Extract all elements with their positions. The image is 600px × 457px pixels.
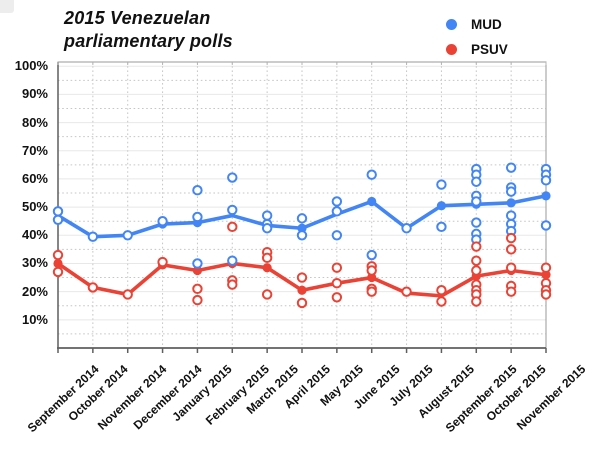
poll-point-mud	[87, 231, 99, 242]
poll-point-mud	[540, 175, 552, 186]
y-tick-label: 60%	[21, 170, 48, 186]
poll-point-psuv	[366, 265, 377, 276]
poll-point-psuv	[122, 289, 133, 300]
chart-title-line2: parliamentary polls	[64, 31, 233, 51]
chart-legend: MUD PSUV	[446, 12, 508, 62]
poll-point-mud	[192, 211, 203, 223]
y-tick-label: 90%	[21, 86, 48, 102]
poll-point-mud	[296, 230, 308, 241]
poll-point-mud	[192, 258, 203, 269]
poll-point-psuv	[436, 285, 447, 296]
poll-point-psuv	[505, 232, 517, 244]
poll-point-mud	[261, 223, 273, 234]
poll-point-mud	[505, 186, 517, 197]
trend-dot-mud	[436, 201, 447, 211]
trend-dot-psuv	[192, 265, 203, 276]
poll-point-mud	[471, 217, 482, 228]
legend-item-psuv: PSUV	[446, 37, 508, 62]
poll-point-psuv	[505, 286, 517, 297]
poll-point-mud	[331, 196, 343, 207]
poll-point-mud	[331, 206, 343, 217]
poll-point-psuv	[401, 286, 412, 297]
poll-point-mud	[52, 206, 64, 217]
poll-point-psuv	[296, 272, 308, 283]
poll-point-psuv	[192, 294, 203, 306]
poll-point-mud	[436, 179, 447, 190]
poll-point-mud	[157, 216, 168, 227]
poll-point-psuv	[540, 289, 552, 300]
poll-point-mud	[227, 204, 238, 216]
poll-point-mud	[122, 230, 133, 241]
mud-series-dot-icon	[446, 19, 457, 30]
y-tick-label: 20%	[21, 283, 48, 299]
trend-dot-psuv	[297, 285, 307, 295]
y-tick-label: 100%	[14, 58, 48, 74]
chart-title-line1: 2015 Venezuelan	[64, 8, 211, 28]
poll-point-mud	[505, 210, 517, 221]
y-tick-label: 40%	[21, 227, 48, 243]
trend-dot-mud	[297, 223, 307, 233]
y-tick-label: 70%	[21, 142, 48, 158]
poll-point-psuv	[366, 286, 377, 297]
poll-point-psuv	[471, 255, 482, 266]
y-tick-label: 80%	[21, 114, 48, 130]
trend-dot-psuv	[541, 270, 551, 280]
trend-dot-mud	[541, 191, 551, 201]
y-tick-label: 50%	[21, 199, 48, 215]
trend-dot-psuv	[367, 272, 377, 283]
poll-point-psuv	[261, 289, 273, 300]
y-tick-label: 10%	[21, 311, 48, 327]
poll-point-mud	[227, 255, 238, 266]
poll-point-psuv	[87, 282, 99, 293]
poll-point-mud	[366, 249, 377, 261]
poll-point-mud	[401, 223, 412, 234]
poll-point-psuv	[331, 292, 343, 303]
poll-point-mud	[366, 169, 377, 180]
y-tick-label: 30%	[21, 255, 48, 271]
trend-dot-psuv	[262, 263, 272, 273]
poll-point-psuv	[52, 266, 64, 278]
poll-point-psuv	[471, 265, 482, 276]
poll-point-psuv	[157, 256, 168, 268]
poll-point-psuv	[261, 252, 273, 264]
poll-point-mud	[471, 196, 482, 207]
poll-point-mud	[505, 162, 517, 173]
poll-point-mud	[52, 214, 64, 225]
poll-point-psuv	[471, 296, 482, 307]
trend-dot-mud	[506, 198, 516, 208]
poll-point-psuv	[296, 297, 308, 309]
legend-label-mud: MUD	[471, 17, 502, 32]
poll-point-mud	[296, 213, 308, 224]
trend-dot-psuv	[53, 258, 63, 269]
corner-artifact	[0, 0, 14, 13]
chart-title: 2015 Venezuelan parliamentary polls	[64, 7, 233, 53]
trend-dot-mud	[367, 196, 377, 207]
poll-point-psuv	[331, 277, 343, 289]
poll-point-psuv	[540, 262, 552, 273]
poll-point-mud	[436, 221, 447, 233]
legend-item-mud: MUD	[446, 12, 508, 37]
poll-point-mud	[192, 185, 203, 196]
legend-label-psuv: PSUV	[471, 42, 508, 57]
poll-point-mud	[540, 220, 552, 231]
poll-point-psuv	[436, 296, 447, 307]
poll-point-psuv	[227, 221, 238, 233]
poll-point-mud	[261, 210, 273, 221]
psuv-series-dot-icon	[446, 44, 457, 55]
poll-point-psuv	[227, 279, 238, 290]
poll-point-psuv	[192, 283, 203, 295]
poll-point-psuv	[471, 241, 482, 252]
poll-point-psuv	[52, 249, 64, 261]
poll-point-mud	[471, 176, 482, 187]
poll-point-psuv	[505, 262, 517, 273]
poll-point-mud	[227, 172, 238, 183]
poll-point-psuv	[331, 262, 343, 273]
poll-point-mud	[331, 230, 343, 241]
poll-point-psuv	[505, 244, 517, 255]
